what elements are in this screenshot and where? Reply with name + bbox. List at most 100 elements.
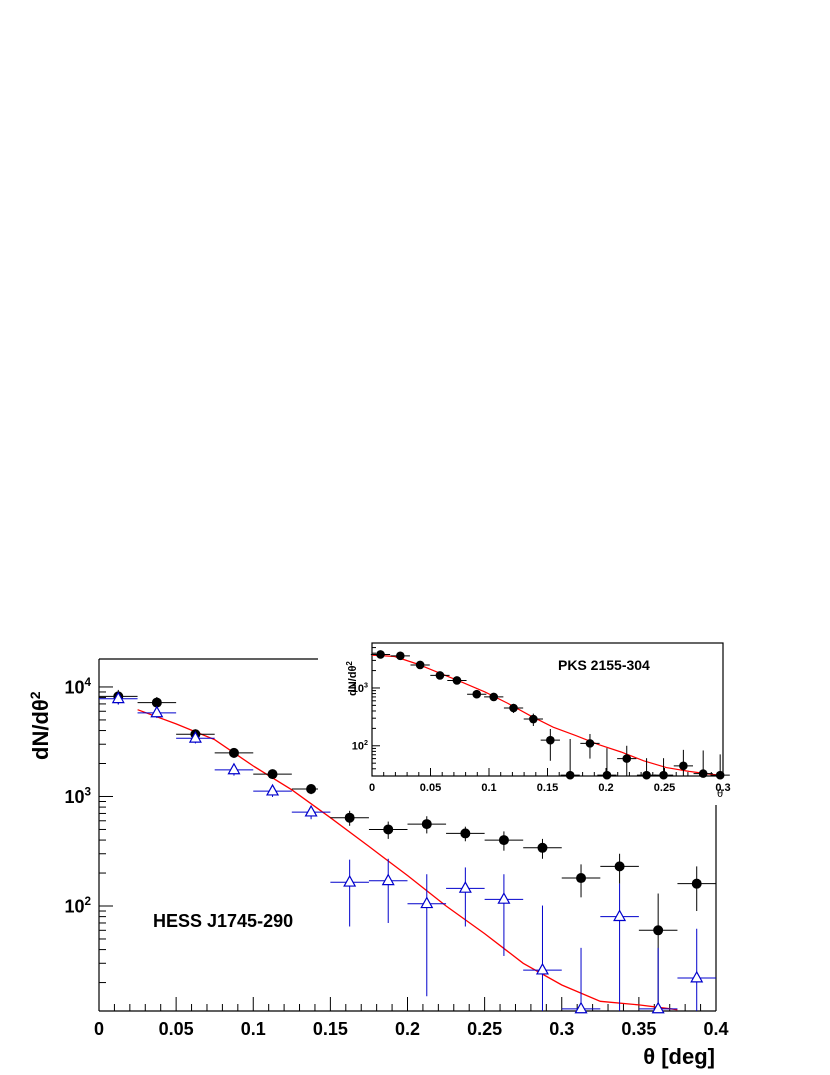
main-model-curve-group [137,709,678,1011]
main-data-point [368,821,408,839]
main-marker-circle [267,769,278,780]
main-data-point [600,853,639,884]
main-data-point [523,905,562,1011]
inset-marker-circle [396,651,405,661]
main-marker-triangle [381,873,395,886]
inset-x-tick-label: 0.3 [715,782,730,794]
inset-background [318,638,731,805]
main-x-tick-label: 0.05 [159,1019,194,1039]
main-marker-triangle [150,705,164,718]
main-marker-triangle [304,804,318,817]
inset-data-point [390,651,410,661]
main-marker-circle [498,835,509,846]
inset-data-point [540,729,560,761]
main-x-tick-label: 0.35 [621,1019,656,1039]
main-marker-triangle [227,762,241,775]
inset-series-0 [370,650,730,780]
inset-x-tick-label: 0.2 [598,782,613,794]
main-marker-triangle [420,896,434,909]
main-data-point [677,866,716,912]
inset-data-point [560,738,580,780]
inset-data-point [693,750,713,778]
inset-data-point [503,703,524,713]
main-data-point [638,947,678,1014]
inset-data-point [467,689,487,699]
main-marker-circle [614,861,625,872]
inset-series-group [370,650,730,780]
inset-marker-circle [679,761,688,771]
inset-data-point [673,749,693,776]
inset-x-tick-label: 0.1 [481,782,496,794]
inset-data-point [710,754,730,780]
inset-marker-circle [622,754,632,763]
main-source-label: HESS J1745-290 [153,911,293,931]
inset-x-tick-label: 0.15 [537,782,558,794]
inset-marker-circle [435,671,445,680]
main-x-tick-label: 0.15 [313,1019,348,1039]
main-data-point [561,864,601,898]
main-data-point [330,859,369,927]
main-marker-triangle [651,1001,665,1014]
main-x-tick-label: 0.25 [467,1019,502,1039]
inset-data-point [580,733,600,759]
inset-marker-circle [546,735,555,745]
main-data-point [137,705,177,719]
main-data-point [368,858,408,923]
inset-marker-circle [472,689,482,699]
main-marker-circle [460,828,471,839]
main-model-curve [137,709,678,1011]
main-marker-circle [691,878,702,889]
main-marker-triangle [574,1001,588,1014]
inset-marker-circle [489,692,499,702]
main-marker-circle [344,812,355,823]
inset-x-axis-label: θ [717,788,723,800]
main-data-point [330,810,369,826]
main-marker-triangle [613,909,627,922]
main-data-point [214,747,254,758]
main-marker-triangle [497,892,511,904]
main-marker-triangle [535,962,549,975]
main-marker-triangle [111,691,125,704]
main-series-1 [99,691,716,1014]
main-x-tick-label: 0.4 [703,1019,728,1039]
inset-marker-circle [509,703,518,713]
inset-marker-circle [415,660,425,670]
main-marker-circle [151,697,162,708]
main-x-tick-label: 0 [94,1019,104,1039]
main-data-point [446,867,485,927]
inset-data-point [484,692,504,702]
main-x-tick-label: 0.3 [549,1019,574,1039]
main-y-axis-label: dN/dθ2 [27,691,53,760]
inset-marker-circle [715,770,725,780]
inset-data-point [617,745,637,776]
inset-model-curve-group [371,654,724,776]
main-x-tick-label: 0.2 [395,1019,420,1039]
inset-marker-circle [376,650,385,659]
inset-source-label: PKS 2155-304 [558,657,650,673]
inset-data-point [410,660,430,670]
main-data-point [253,783,292,797]
inset-y-tick-label: 102 [352,739,368,752]
inset-y-tick-label: 103 [352,681,368,694]
main-marker-circle [383,824,394,835]
inset-x-tick-label: 0.25 [654,782,675,794]
main-data-point [291,804,331,820]
inset-marker-circle [698,769,708,778]
main-marker-circle [306,784,317,795]
main-marker-circle [653,925,664,936]
inset-x-tick-label: 0 [369,782,375,794]
main-y-tick-label: 103 [64,786,91,807]
main-data-point [677,928,716,1011]
main-x-axis-label: θ [deg] [643,1044,715,1069]
main-data-point [561,947,601,1014]
inset-marker-circle [585,739,595,748]
inset-marker-circle [565,770,575,780]
inset-data-point [653,758,674,780]
main-marker-circle [537,842,548,853]
inset-marker-circle [602,770,612,780]
main-data-point [484,874,524,956]
main-axes: 0 0.05 0.1 0.15 0.2 0.25 0.3 0.35 0.4 102 103 104 [64,658,729,1039]
inset-data-point [430,671,450,680]
main-marker-circle [228,747,239,758]
